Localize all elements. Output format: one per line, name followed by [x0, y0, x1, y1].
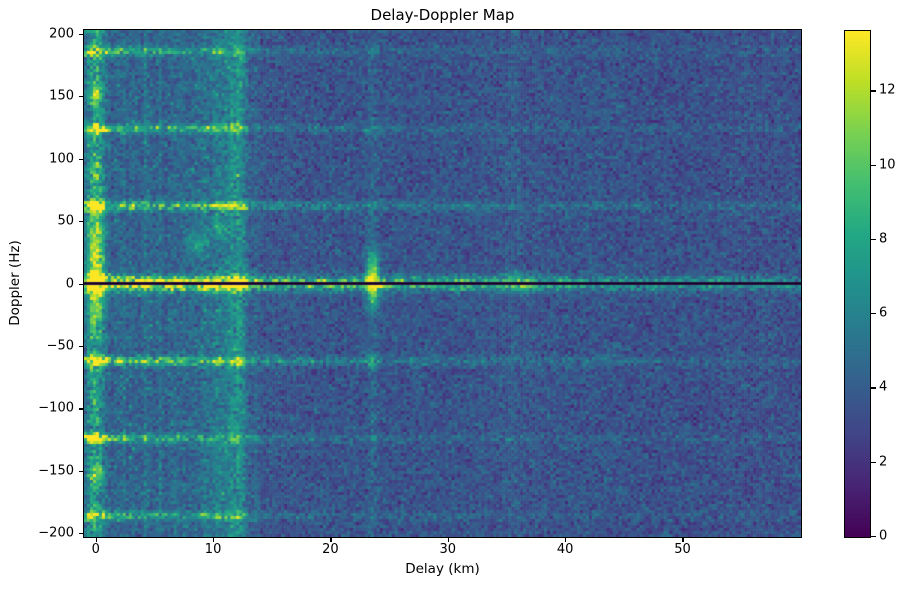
x-tick-label: 20 — [322, 542, 339, 557]
y-tick-label: −50 — [46, 338, 74, 354]
colorbar-tick-label: 4 — [879, 379, 888, 395]
y-tick-mark — [78, 33, 83, 35]
x-tick-mark — [95, 537, 97, 542]
y-tick-mark — [78, 96, 83, 98]
x-axis-label: Delay (km) — [405, 561, 480, 577]
y-tick-mark — [78, 470, 83, 472]
colorbar-tick-label: 12 — [879, 82, 896, 98]
x-tick-mark — [447, 537, 449, 542]
colorbar-tick-mark — [871, 536, 876, 538]
colorbar-tick-mark — [871, 238, 876, 241]
colorbar-tick-label: 2 — [879, 454, 888, 470]
y-tick-mark — [78, 533, 83, 535]
colorbar-tick-mark — [871, 461, 876, 463]
x-tick-mark — [330, 537, 332, 542]
y-tick-label: 100 — [49, 151, 74, 167]
y-tick-mark — [78, 221, 83, 223]
x-tick-mark — [213, 537, 215, 542]
heatmap-canvas — [84, 30, 801, 537]
x-tick-label: 40 — [556, 542, 574, 557]
x-tick-label: 0 — [91, 542, 100, 557]
colorbar-tick-label: 8 — [879, 231, 888, 247]
y-tick-label: 50 — [57, 213, 74, 229]
y-tick-label: 0 — [65, 276, 74, 291]
colorbar-tick-label: 10 — [879, 157, 896, 173]
colorbar-tick-mark — [871, 164, 876, 166]
x-tick-label: 50 — [674, 542, 691, 557]
colorbar-tick-mark — [871, 90, 876, 92]
colorbar-tick-label: 0 — [879, 528, 888, 544]
colorbar-canvas — [845, 31, 870, 537]
x-tick-label: 30 — [439, 542, 457, 557]
y-tick-label: −100 — [38, 400, 74, 416]
colorbar-tick-label: 6 — [879, 305, 888, 321]
y-tick-mark — [78, 345, 83, 348]
y-tick-label: 150 — [49, 88, 74, 104]
colorbar-tick-mark — [871, 313, 876, 315]
chart-title: Delay-Doppler Map — [370, 6, 515, 24]
y-tick-label: −150 — [38, 463, 74, 479]
y-tick-label: −200 — [38, 525, 74, 541]
colorbar-tick-mark — [871, 387, 876, 389]
colorbar-frame — [844, 30, 871, 538]
y-tick-mark — [78, 283, 83, 285]
x-tick-mark — [682, 537, 684, 542]
plot-frame — [83, 29, 802, 538]
y-tick-label: 200 — [49, 26, 74, 42]
x-tick-label: 10 — [204, 542, 222, 557]
y-axis-label: Doppler (Hz) — [7, 240, 23, 326]
y-tick-mark — [78, 158, 83, 160]
x-tick-mark — [565, 537, 567, 542]
y-tick-mark — [78, 408, 83, 410]
